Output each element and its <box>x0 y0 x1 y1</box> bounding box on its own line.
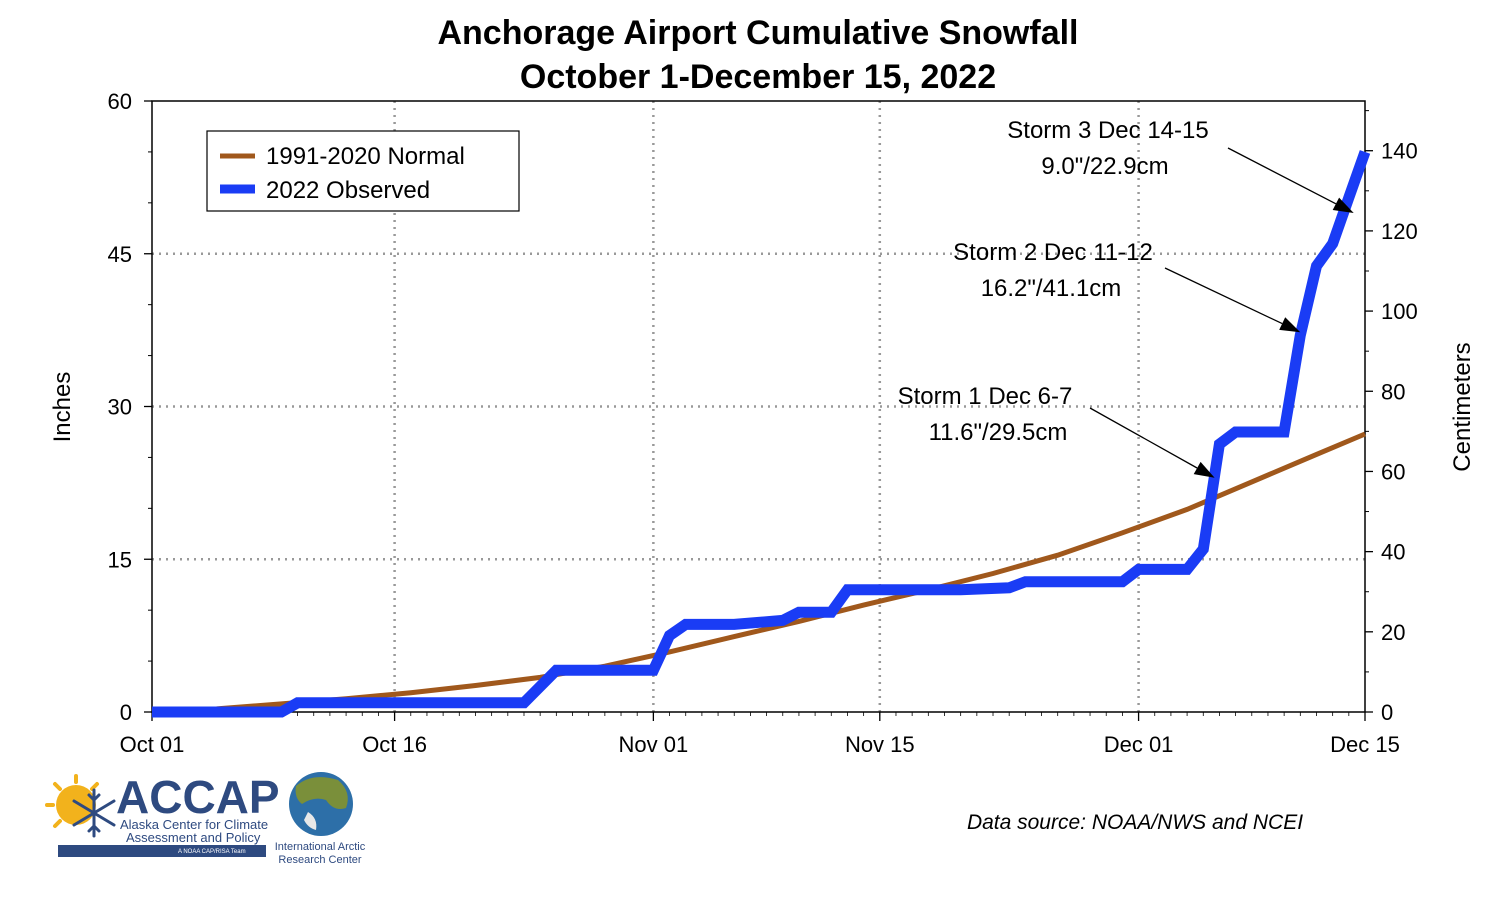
y-right-tick-label: 120 <box>1381 219 1418 244</box>
annotation-storm-2: Storm 2 Dec 11-12 16.2"/41.1cm <box>953 239 1301 333</box>
series-lines <box>151 150 1371 718</box>
x-tick-label: Oct 01 <box>120 732 185 757</box>
x-tick-label: Dec 01 <box>1104 732 1174 757</box>
annotation-storm-3-amount: 9.0"/22.9cm <box>1041 153 1168 180</box>
y-tick-label: 45 <box>108 242 132 267</box>
legend-box <box>206 130 520 212</box>
accap-logo-line-1: Alaska Center for Climate <box>120 817 268 832</box>
annotation-storm-1: Storm 1 Dec 6-7 11.6"/29.5cm <box>898 383 1215 478</box>
annotation-storm-3: Storm 3 Dec 14-15 9.0"/22.9cm <box>1007 117 1354 213</box>
y-right-tick-label: 40 <box>1381 540 1405 565</box>
y-tick-label: 0 <box>120 700 132 725</box>
x-tick-label: Oct 16 <box>362 732 427 757</box>
x-tick-label: Dec 15 <box>1330 732 1400 757</box>
chart-title-line-1: Anchorage Airport Cumulative Snowfall <box>437 14 1078 52</box>
annotation-storm-2-amount: 16.2"/41.1cm <box>981 275 1122 302</box>
y-axis-label-left: Inches <box>49 372 76 443</box>
annotation-storm-3-arrow <box>1227 147 1337 205</box>
y-tick-label: 60 <box>108 89 132 114</box>
accap-logo-name: ACCAP <box>116 771 280 823</box>
annotation-storm-1-arrowhead <box>1193 461 1215 478</box>
y-tick-label: 30 <box>108 395 132 420</box>
chart-title-line-2: October 1-December 15, 2022 <box>520 58 996 96</box>
legend: 1991-2020 Normal 2022 Observed <box>206 130 520 212</box>
x-tick-label: Nov 15 <box>845 732 915 757</box>
sun-icon <box>45 774 99 828</box>
accap-logo: ACCAP Alaska Center for Climate Assessme… <box>45 771 280 857</box>
y-right-tick-label: 0 <box>1381 700 1393 725</box>
annotation-storm-2-arrow <box>1089 407 1198 469</box>
iarc-logo-line-1: International Arctic <box>275 841 366 853</box>
annotation-storm-2-arrowhead <box>1279 317 1301 333</box>
annotation-storm-1-amount: 11.6"/29.5cm <box>929 419 1068 446</box>
globe-icon <box>289 772 353 836</box>
y-right-tick-label: 60 <box>1381 459 1405 484</box>
x-tick-label: Nov 01 <box>619 732 689 757</box>
annotation-storm-1-title: Storm 1 Dec 6-7 <box>898 383 1073 410</box>
legend-label-normal: 1991-2020 Normal <box>266 143 465 170</box>
annotation-storm-2-title: Storm 2 Dec 11-12 <box>953 239 1153 266</box>
series-line-observed <box>152 150 1371 718</box>
iarc-logo-line-2: Research Center <box>278 854 361 866</box>
y-right-tick-label: 20 <box>1381 620 1405 645</box>
y-right-tick-label: 80 <box>1381 379 1405 404</box>
data-source-note: Data source: NOAA/NWS and NCEI <box>967 811 1303 834</box>
axes: 0 15 30 45 60 0 20 40 60 80 100 120 140 Oct 01 Oct 16 N… <box>108 89 1418 757</box>
iarc-logo: International Arctic Research Center <box>275 772 366 866</box>
annotation-storm-3-arrowhead <box>1332 197 1354 213</box>
legend-label-observed: 2022 Observed <box>266 177 430 204</box>
y-right-tick-label: 140 <box>1381 139 1418 164</box>
y-right-tick-label: 100 <box>1381 299 1418 324</box>
accap-logo-line-2: Assessment and Policy <box>126 830 261 845</box>
accap-logo-bar <box>58 845 266 857</box>
snowflake-icon <box>72 788 116 838</box>
y-tick-label: 15 <box>108 547 132 572</box>
annotation-storm-3-title: Storm 3 Dec 14-15 <box>1007 117 1208 144</box>
annotation-storm-2-arrow <box>1164 267 1283 325</box>
y-axis-label-right: Centimeters <box>1449 342 1476 471</box>
accap-logo-tagline: A NOAA CAP/RISA Team <box>178 849 246 855</box>
